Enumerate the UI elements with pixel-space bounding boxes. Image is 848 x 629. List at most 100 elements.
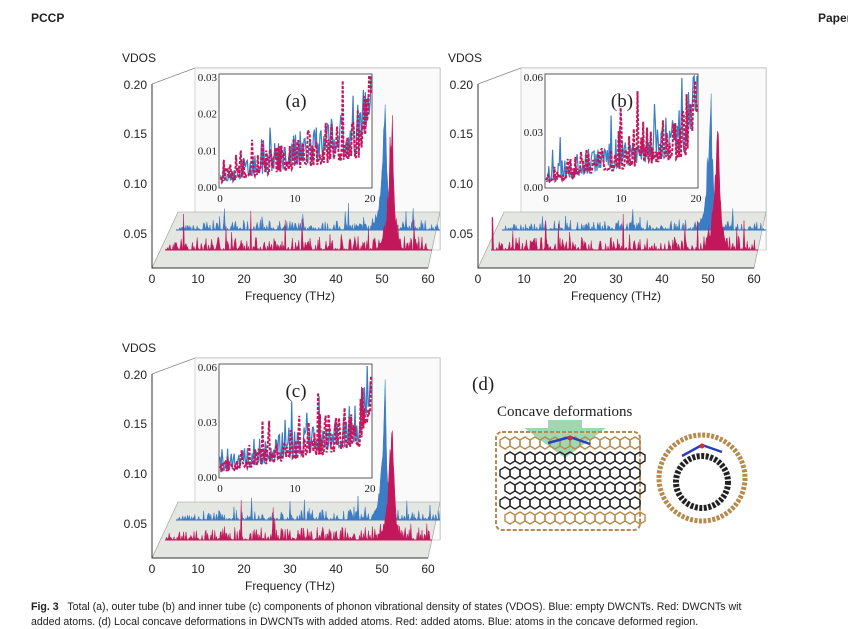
- y-tick-label: 0.15: [124, 417, 148, 431]
- added-atom: [568, 436, 573, 441]
- carbon-hexagon: [525, 482, 535, 494]
- x-tick-label: 50: [701, 272, 715, 286]
- carbon-hexagon: [510, 497, 520, 509]
- y-axis-label: VDOS: [122, 51, 156, 65]
- carbon-hexagon: [525, 452, 535, 464]
- inset-y-tick-label: 0.01: [198, 145, 217, 157]
- x-tick-label: 30: [283, 272, 297, 286]
- carbon-hexagon: [535, 512, 545, 524]
- inset-y-tick-label: 0.06: [198, 362, 218, 374]
- carbon-hexagon: [630, 497, 640, 509]
- inset-y-tick-label: 0.02: [198, 109, 217, 121]
- carbon-hexagon: [575, 452, 585, 464]
- carbon-hexagon: [505, 482, 515, 494]
- inset-y-tick-label: 0.00: [198, 182, 218, 194]
- carbon-hexagon: [590, 497, 600, 509]
- y-tick-label: 0.10: [450, 177, 474, 191]
- carbon-hexagon: [565, 512, 575, 524]
- carbon-hexagon: [515, 512, 525, 524]
- y-axis-label: VDOS: [122, 341, 156, 355]
- carbon-hexagon: [595, 452, 605, 464]
- carbon-hexagon: [535, 482, 545, 494]
- inset-y-tick-label: 0.06: [524, 72, 544, 84]
- x-tick-label: 50: [375, 562, 389, 576]
- x-tick-label: 40: [329, 562, 343, 576]
- carbon-hexagon: [620, 497, 630, 509]
- x-tick-label: 30: [609, 272, 623, 286]
- y-tick-label: 0.20: [450, 78, 474, 92]
- carbon-hexagon: [585, 512, 595, 524]
- carbon-hexagon: [580, 467, 590, 479]
- x-tick-label: 50: [375, 272, 389, 286]
- inset-x-tick-label: 10: [616, 193, 628, 205]
- nanotube-cross-section: [659, 435, 745, 521]
- carbon-hexagon: [610, 437, 620, 449]
- carbon-hexagon: [590, 467, 600, 479]
- carbon-hexagon: [575, 512, 585, 524]
- inset-x-tick-label: 20: [365, 483, 377, 495]
- carbon-hexagon: [520, 467, 530, 479]
- carbon-hexagon: [620, 437, 630, 449]
- carbon-hexagon: [540, 497, 550, 509]
- panel-d-illustration: (d)Concave deformations: [472, 374, 745, 530]
- x-tick-label: 60: [747, 272, 761, 286]
- carbon-hexagon: [570, 497, 580, 509]
- inset-x-tick-label: 20: [691, 193, 703, 205]
- x-axis-label: Frequency (THz): [245, 579, 335, 593]
- y-tick-label: 0.05: [124, 227, 148, 241]
- carbon-hexagon: [600, 497, 610, 509]
- carbon-hexagon: [575, 482, 585, 494]
- x-tick-label: 10: [191, 562, 205, 576]
- x-tick-label: 20: [237, 562, 251, 576]
- y-tick-label: 0.20: [124, 368, 148, 382]
- inset-x-tick-label: 10: [290, 483, 302, 495]
- x-tick-label: 40: [329, 272, 343, 286]
- x-axis-label: Frequency (THz): [571, 289, 661, 303]
- x-tick-label: 0: [475, 272, 482, 286]
- y-tick-label: 0.15: [124, 127, 148, 141]
- nanotube-side-view: [496, 432, 645, 530]
- carbon-hexagon: [545, 482, 555, 494]
- carbon-hexagon: [560, 497, 570, 509]
- carbon-hexagon: [500, 437, 510, 449]
- carbon-hexagon: [520, 497, 530, 509]
- inset-y-tick-label: 0.03: [524, 127, 544, 139]
- carbon-hexagon: [530, 437, 540, 449]
- x-tick-label: 0: [149, 272, 156, 286]
- carbon-hexagon: [550, 497, 560, 509]
- carbon-hexagon: [525, 512, 535, 524]
- x-axis-label: Frequency (THz): [245, 289, 335, 303]
- figure-3: VDOS 0.05 0.10 0.15 0.20 0 10 20 30 40 50 60 Frequen…: [0, 0, 848, 600]
- carbon-hexagon: [515, 452, 525, 464]
- panel-d-title: Concave deformations: [497, 404, 633, 420]
- carbon-hexagon: [585, 452, 595, 464]
- carbon-hexagon: [600, 467, 610, 479]
- carbon-hexagon: [550, 467, 560, 479]
- carbon-hexagon: [625, 482, 635, 494]
- x-tick-label: 0: [149, 562, 156, 576]
- carbon-hexagon: [595, 512, 605, 524]
- carbon-hexagon: [570, 467, 580, 479]
- carbon-hexagon: [515, 482, 525, 494]
- carbon-hexagon: [510, 467, 520, 479]
- carbon-hexagon: [595, 482, 605, 494]
- panel-label: (a): [285, 91, 306, 112]
- inset-x-tick-label: 0: [217, 483, 223, 495]
- inset-x-tick-label: 0: [543, 193, 549, 205]
- y-tick-label: 0.10: [124, 177, 148, 191]
- carbon-hexagon: [545, 452, 555, 464]
- carbon-hexagon: [600, 437, 610, 449]
- carbon-hexagon: [610, 467, 620, 479]
- figure-caption: Fig. 3 Total (a), outer tube (b) and inn…: [31, 600, 848, 629]
- x-tick-label: 40: [655, 272, 669, 286]
- carbon-hexagon: [615, 512, 625, 524]
- inset-x-tick-label: 10: [290, 193, 302, 205]
- carbon-hexagon: [500, 467, 510, 479]
- panel-label: (d): [472, 374, 494, 395]
- y-tick-label: 0.15: [450, 127, 474, 141]
- added-atom: [700, 444, 705, 449]
